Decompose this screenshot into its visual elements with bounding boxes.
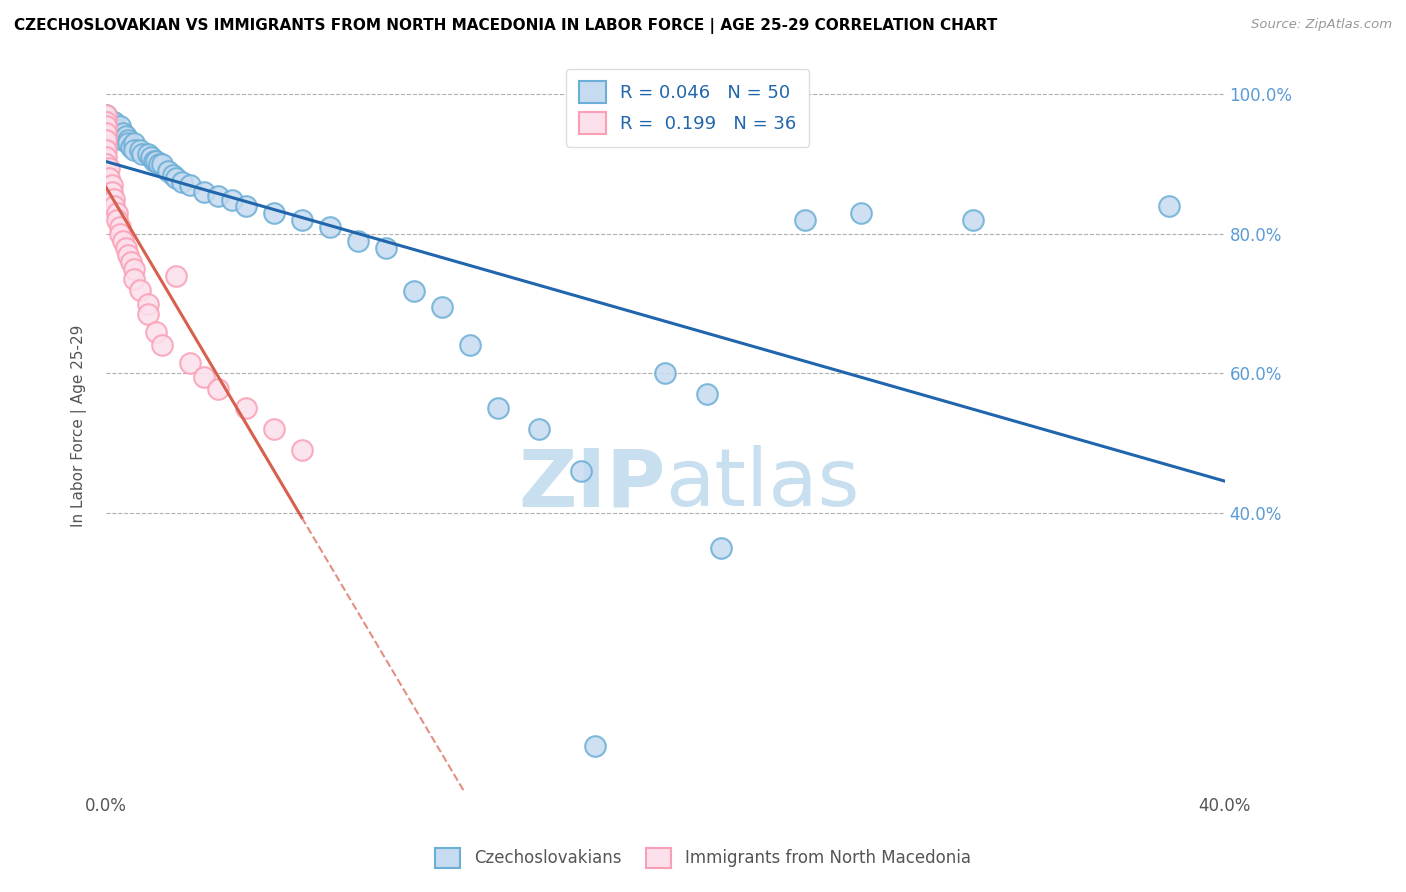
Point (583, 739, 606, 754)
Point (150, 338, 173, 352)
Point (571, 464, 593, 478)
Point (105, 206, 128, 220)
Point (430, 300, 453, 314)
Point (94, 119, 117, 133)
Point (131, 146, 153, 161)
Point (150, 157, 173, 171)
Point (94, 108, 117, 122)
Point (165, 171, 187, 186)
Text: CZECHOSLOVAKIAN VS IMMIGRANTS FROM NORTH MACEDONIA IN LABOR FORCE | AGE 25-29 CO: CZECHOSLOVAKIAN VS IMMIGRANTS FROM NORTH… (14, 18, 997, 34)
Point (794, 213, 817, 227)
Point (94, 150, 117, 164)
Point (346, 234, 368, 248)
Point (654, 367, 676, 381)
Point (162, 168, 184, 182)
Point (128, 143, 150, 157)
Point (94, 133, 117, 147)
Point (117, 248, 139, 262)
Point (103, 192, 125, 206)
Point (111, 133, 134, 147)
Point (529, 422, 551, 436)
Legend: Czechoslovakians, Immigrants from North Macedonia: Czechoslovakians, Immigrants from North … (429, 841, 977, 875)
Point (122, 261, 145, 276)
Point (103, 122, 125, 136)
Point (710, 541, 733, 555)
Point (111, 126, 134, 140)
Point (207, 382, 229, 396)
Point (136, 146, 159, 161)
Y-axis label: In Labor Force | Age 25-29: In Labor Force | Age 25-29 (72, 325, 87, 527)
Point (374, 241, 396, 255)
Point (100, 185, 122, 199)
Point (193, 369, 215, 384)
Point (120, 254, 142, 268)
Point (128, 283, 150, 297)
Point (103, 199, 125, 213)
Point (263, 206, 285, 220)
Point (402, 284, 425, 298)
Point (94, 115, 117, 129)
Point (105, 122, 128, 136)
Point (139, 150, 162, 164)
Point (207, 188, 229, 202)
Point (458, 338, 481, 352)
Point (291, 213, 314, 227)
Point (97, 161, 120, 175)
Point (122, 143, 145, 157)
Legend: R = 0.046   N = 50, R =  0.199   N = 36: R = 0.046 N = 50, R = 0.199 N = 36 (567, 69, 810, 147)
Point (105, 213, 128, 227)
Point (136, 307, 159, 321)
Point (1157, 199, 1180, 213)
Point (94, 122, 117, 136)
Point (100, 178, 122, 193)
Point (97, 171, 120, 186)
Point (108, 219, 131, 234)
Point (122, 136, 145, 151)
Point (263, 422, 285, 436)
Point (179, 356, 201, 370)
Point (319, 219, 342, 234)
Point (117, 133, 139, 147)
Point (117, 136, 139, 151)
Point (148, 157, 170, 171)
Point (114, 241, 136, 255)
Point (142, 153, 165, 168)
Text: Source: ZipAtlas.com: Source: ZipAtlas.com (1251, 18, 1392, 31)
Point (108, 227, 131, 241)
Point (94, 157, 117, 171)
Point (103, 115, 125, 129)
Point (221, 194, 243, 208)
Point (235, 401, 257, 416)
Point (165, 268, 187, 283)
Point (94, 143, 117, 157)
Point (291, 443, 314, 458)
Point (962, 213, 984, 227)
Point (170, 175, 193, 189)
Text: atlas: atlas (665, 445, 859, 524)
Point (94, 115, 117, 129)
Point (111, 234, 134, 248)
Point (486, 401, 509, 416)
Point (94, 126, 117, 140)
Point (94, 108, 117, 122)
Point (235, 199, 257, 213)
Point (136, 296, 159, 310)
Point (120, 140, 142, 154)
Point (156, 164, 179, 178)
Point (145, 325, 167, 339)
Text: ZIP: ZIP (517, 445, 665, 524)
Point (179, 178, 201, 193)
Point (100, 115, 122, 129)
Point (108, 119, 131, 133)
Point (114, 129, 136, 144)
Point (849, 206, 872, 220)
Point (696, 387, 718, 401)
Point (122, 272, 145, 286)
Point (193, 185, 215, 199)
Point (145, 153, 167, 168)
